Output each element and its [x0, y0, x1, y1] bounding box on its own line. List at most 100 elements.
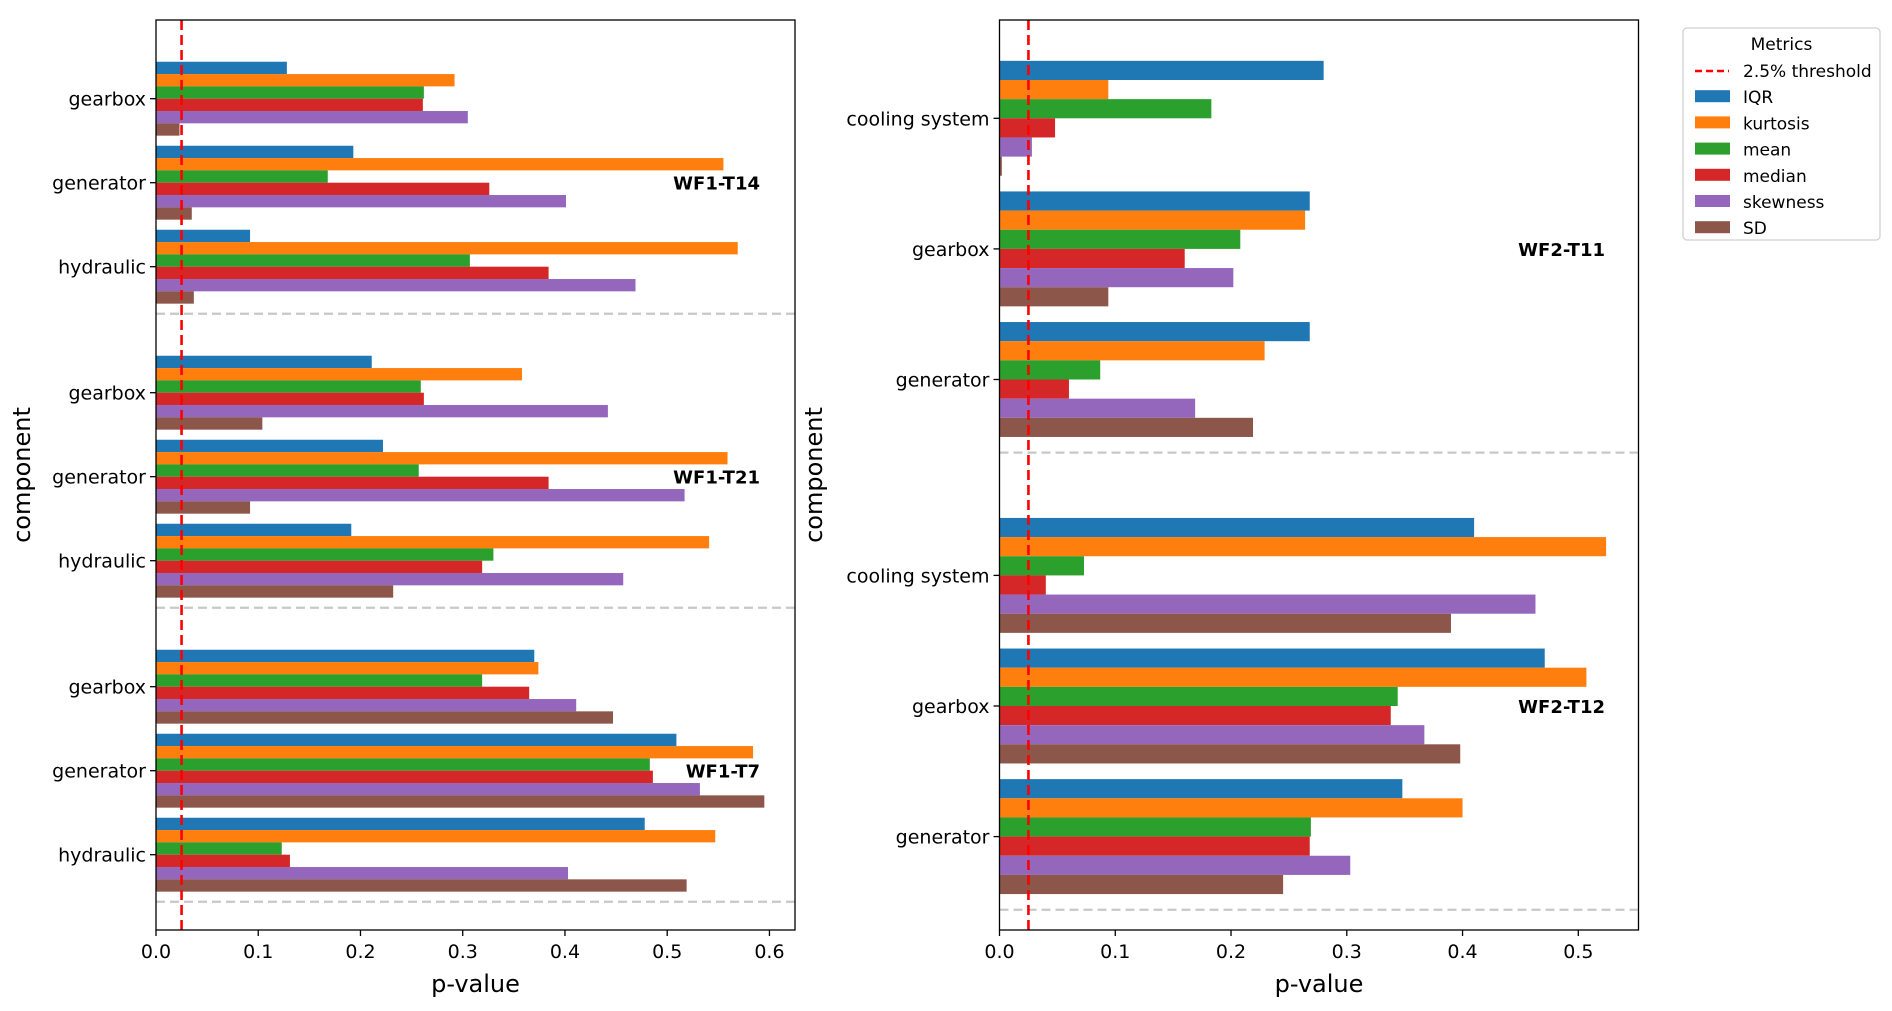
- bar-kurtosis: [156, 830, 716, 843]
- y-tick-label: cooling system: [846, 108, 989, 130]
- bar-skewness: [156, 489, 685, 502]
- group-label: WF1-T21: [673, 468, 760, 489]
- bar-sd: [999, 156, 1002, 176]
- bar-mean: [156, 254, 470, 267]
- bar-sd: [156, 711, 614, 724]
- bar-mean: [999, 817, 1311, 837]
- axes-frame: [998, 19, 1640, 931]
- bar-skewness: [999, 855, 1351, 875]
- legend-swatch-mean: [1695, 142, 1730, 155]
- bar-mean: [156, 86, 424, 99]
- bar-mean: [999, 556, 1085, 576]
- y-tick-label: gearbox: [68, 89, 146, 111]
- bar-skewness: [156, 195, 566, 208]
- bar-kurtosis: [156, 368, 523, 381]
- bar-mean: [156, 674, 483, 687]
- axes-frame: [155, 19, 796, 931]
- bar-mean: [999, 360, 1101, 380]
- y-tick-label: generator: [896, 370, 990, 392]
- bar-median: [999, 248, 1185, 269]
- bar-kurtosis: [156, 242, 738, 255]
- bar-sd: [999, 613, 1451, 633]
- group-label: WF1-T7: [686, 762, 760, 783]
- bar-sd: [156, 795, 765, 808]
- group-label: WF2-T11: [1518, 240, 1605, 261]
- bar-iqr: [999, 191, 1310, 211]
- bar-skewness: [156, 405, 608, 418]
- bar-sd: [999, 417, 1254, 437]
- y-tick-label: gearbox: [68, 383, 146, 405]
- bar-kurtosis: [156, 74, 455, 87]
- legend-label: skewness: [1743, 193, 1825, 213]
- bar-kurtosis: [156, 746, 754, 759]
- bar-skewness: [156, 783, 700, 796]
- bar-skewness: [999, 725, 1425, 745]
- bar-sd: [156, 291, 194, 304]
- y-tick-label: hydraulic: [58, 257, 146, 279]
- bar-kurtosis: [999, 537, 1607, 557]
- bar-kurtosis: [156, 452, 728, 465]
- y-tick-label: generator: [52, 173, 146, 195]
- legend-label: kurtosis: [1743, 114, 1810, 134]
- bar-mean: [999, 99, 1212, 119]
- x-tick-label: 0.1: [1100, 941, 1130, 963]
- bar-skewness: [999, 594, 1536, 614]
- legend-title: Metrics: [1751, 35, 1813, 55]
- x-tick-label: 0.2: [1216, 941, 1246, 963]
- legend-label: median: [1743, 167, 1807, 187]
- bar-mean: [999, 229, 1241, 249]
- bar-skewness: [156, 573, 624, 586]
- bar-iqr: [156, 733, 677, 747]
- y-tick-label: generator: [52, 761, 146, 783]
- bar-median: [999, 836, 1310, 856]
- bar-skewness: [156, 699, 577, 712]
- legend-label: mean: [1743, 141, 1791, 161]
- bar-kurtosis: [156, 158, 724, 171]
- bar-sd: [156, 417, 263, 430]
- bar-median: [156, 182, 490, 196]
- x-tick-label: 0.3: [1332, 941, 1362, 963]
- bar-kurtosis: [999, 210, 1306, 230]
- y-axis-title: component: [800, 407, 828, 543]
- bar-median: [156, 686, 530, 700]
- x-tick-label: 0.3: [448, 941, 478, 963]
- legend-swatch-skewness: [1695, 195, 1730, 207]
- x-tick-label: 0.2: [345, 941, 375, 963]
- bar-kurtosis: [999, 79, 1109, 100]
- bar-sd: [156, 585, 394, 598]
- bar-median: [156, 392, 424, 406]
- y-tick-label: gearbox: [912, 696, 990, 718]
- y-tick-label: cooling system: [846, 565, 989, 587]
- x-axis-title: p-value: [431, 970, 520, 998]
- left-panel: WF1-T14 WF1-T21 WF1-T7 gearbox generator hydr…: [8, 19, 796, 998]
- legend-swatch-median: [1695, 168, 1730, 181]
- bar-iqr: [999, 648, 1545, 668]
- x-tick-label: 0.4: [1447, 941, 1477, 963]
- bar-median: [156, 98, 423, 112]
- group-label: WF2-T12: [1518, 697, 1605, 718]
- bar-kurtosis: [999, 798, 1463, 818]
- bar-mean: [156, 548, 494, 561]
- y-tick-label: hydraulic: [58, 845, 146, 867]
- bar-mean: [156, 170, 328, 183]
- x-tick-label: 0.0: [141, 941, 171, 963]
- y-axis-title: component: [8, 407, 36, 543]
- bar-median: [999, 575, 1046, 595]
- bar-iqr: [156, 229, 251, 243]
- bar-sd: [156, 501, 251, 514]
- bar-skewness: [999, 268, 1234, 288]
- group-label: WF1-T14: [673, 174, 760, 195]
- x-tick-label: 0.1: [243, 941, 273, 963]
- bar-median: [999, 379, 1069, 399]
- bar-skewness: [999, 137, 1032, 157]
- bar-sd: [156, 123, 180, 136]
- bar-skewness: [999, 398, 1196, 418]
- y-tick-label: generator: [896, 827, 990, 849]
- bar-skewness: [156, 279, 636, 292]
- bar-kurtosis: [156, 536, 710, 549]
- x-tick-label: 0.0: [984, 941, 1014, 963]
- y-tick-label: hydraulic: [58, 551, 146, 573]
- bar-iqr: [999, 60, 1324, 80]
- bar-median: [999, 706, 1391, 726]
